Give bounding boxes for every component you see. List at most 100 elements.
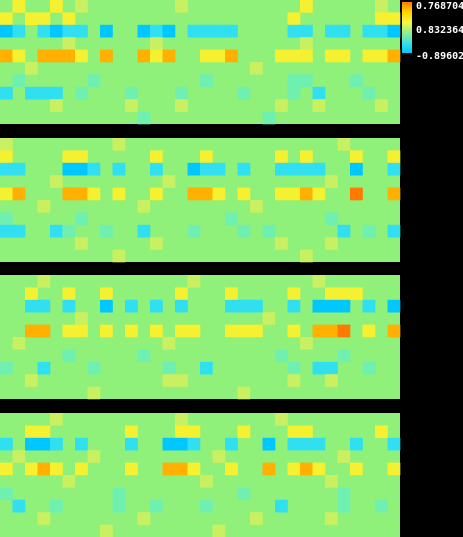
heatmap-cell <box>150 150 163 164</box>
heatmap-cell <box>275 349 288 363</box>
heatmap-cell <box>0 12 13 26</box>
heatmap-cell <box>337 224 351 238</box>
heatmap-cell <box>12 450 26 463</box>
heatmap-cell <box>12 224 26 238</box>
heatmap-cell <box>62 37 76 50</box>
heatmap-cell <box>50 413 63 426</box>
heatmap-cell <box>75 86 88 100</box>
heatmap-cell <box>387 324 401 338</box>
heatmap-cell <box>175 0 188 13</box>
heatmap-cell <box>175 462 188 476</box>
heatmap-cell <box>275 49 288 63</box>
heatmap-cell <box>287 74 301 88</box>
heatmap-cell <box>375 99 388 112</box>
heatmap-cell <box>75 212 88 226</box>
heatmap-cell <box>212 450 226 463</box>
heatmap-cell <box>162 337 176 350</box>
heatmap-cell <box>100 524 113 537</box>
heatmap-cell <box>287 24 301 38</box>
heatmap-cell <box>100 224 113 238</box>
heatmap-cell <box>162 361 176 375</box>
heatmap-cell <box>112 499 126 513</box>
heatmap-cell <box>175 287 188 301</box>
heatmap-cell <box>0 150 13 164</box>
heatmap-cell <box>62 475 76 488</box>
heatmap-cell <box>362 299 376 313</box>
heatmap-cell <box>375 24 388 38</box>
heatmap-cell <box>300 0 313 13</box>
heatmap-cell <box>187 324 201 338</box>
heatmap-cell <box>137 349 151 363</box>
heatmap-cell <box>287 86 301 100</box>
heatmap-cell <box>75 24 88 38</box>
heatmap-cell <box>312 437 326 451</box>
heatmap-cell <box>125 86 138 100</box>
heatmap-cell <box>375 499 388 513</box>
heatmap-cell <box>50 224 63 238</box>
heatmap-cell <box>325 175 338 188</box>
heatmap-cell <box>237 386 251 400</box>
heatmap-cell <box>125 425 138 439</box>
heatmap-cell <box>287 162 301 176</box>
heatmap-cell <box>287 12 301 26</box>
heatmap-cell <box>175 86 188 100</box>
heatmap-cell <box>62 150 76 164</box>
heatmap-cell <box>212 49 226 63</box>
heatmap-cell <box>100 324 113 338</box>
heatmap-cell <box>0 162 13 176</box>
heatmap-cell <box>325 324 338 338</box>
heatmap-cell <box>162 462 176 476</box>
heatmap-cell <box>150 49 163 63</box>
heatmap-cell <box>175 374 188 387</box>
heatmap-cell <box>337 49 351 63</box>
heatmap-panel-2 <box>0 138 401 263</box>
heatmap-cell <box>225 462 238 476</box>
heatmap-cell <box>37 12 51 26</box>
heatmap-cell <box>300 437 313 451</box>
heatmap-cell <box>0 224 13 238</box>
heatmap-cell <box>275 413 288 426</box>
heatmap-cell <box>237 162 251 176</box>
heatmap-cell <box>362 324 376 338</box>
heatmap-cell <box>312 361 326 375</box>
heatmap-cell <box>187 162 201 176</box>
heatmap-cell <box>237 224 251 238</box>
heatmap-cell <box>75 162 88 176</box>
heatmap-cell <box>112 138 126 151</box>
heatmap-cell <box>362 224 376 238</box>
heatmap-cell <box>50 437 63 451</box>
heatmap-cell <box>0 24 13 38</box>
heatmap-cell <box>325 237 338 250</box>
heatmap-cell <box>62 49 76 63</box>
heatmap-cell <box>350 462 363 476</box>
heatmap-cell <box>312 462 326 476</box>
heatmap-cell <box>25 425 38 439</box>
heatmap-cell <box>237 187 251 201</box>
heatmap-cell <box>150 237 163 250</box>
heatmap-cell <box>325 374 338 387</box>
colorbar-label-middle: 0.832364 <box>416 25 463 36</box>
heatmap-cell <box>225 324 238 338</box>
heatmap-cell <box>162 437 176 451</box>
heatmap-cell <box>225 437 238 451</box>
heatmap-cell <box>225 287 238 301</box>
heatmap-cell <box>200 187 213 201</box>
heatmap-cell <box>312 99 326 112</box>
heatmap-cell <box>275 237 288 250</box>
heatmap-cell <box>112 487 126 501</box>
heatmap-cell <box>75 0 88 13</box>
heatmap-cell <box>200 150 213 164</box>
heatmap-cell <box>150 299 163 313</box>
heatmap-cell <box>275 499 288 513</box>
heatmap-cell <box>12 337 26 350</box>
heatmap-cell <box>387 462 401 476</box>
heatmap-cell <box>300 150 313 164</box>
heatmap-cell <box>37 425 51 439</box>
heatmap-cell <box>325 475 338 488</box>
heatmap-cell <box>175 437 188 451</box>
colorbar-label-top: 0.768704 <box>416 1 463 12</box>
heatmap-cell <box>50 499 63 513</box>
heatmap-cell <box>312 299 326 313</box>
heatmap-cell <box>350 187 363 201</box>
heatmap-cell <box>287 49 301 63</box>
